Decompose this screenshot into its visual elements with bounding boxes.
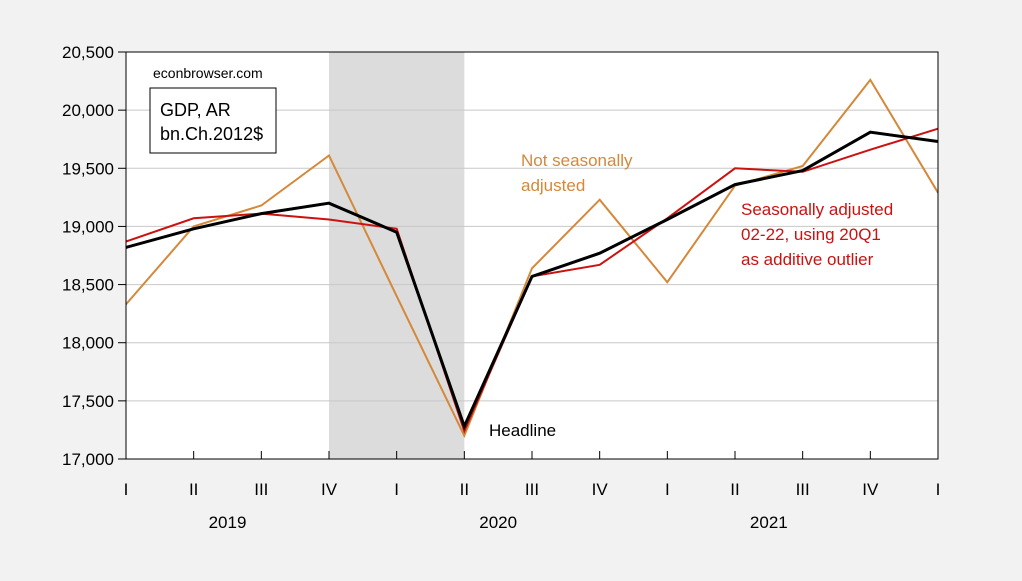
series-line-nsa — [125, 78, 939, 439]
y-tick-label: 20,500 — [62, 43, 114, 62]
y-tick-label: 17,500 — [62, 392, 114, 411]
units-line-2: bn.Ch.2012$ — [160, 124, 263, 144]
x-tick-label: III — [796, 480, 810, 499]
sa-label-line-2: 02-22, using 20Q1 — [741, 225, 881, 244]
x-tick-label: IV — [321, 480, 338, 499]
nsa-label-line-2: adjusted — [521, 176, 585, 195]
headline-label: Headline — [489, 421, 556, 440]
recession-shading — [329, 52, 465, 459]
y-tick-label: 19,500 — [62, 159, 114, 178]
gridlines — [126, 109, 938, 402]
x-tick-label: I — [124, 480, 129, 499]
series-line-headline — [125, 130, 939, 431]
year-label: 2020 — [479, 513, 517, 532]
y-tick-label: 18,500 — [62, 276, 114, 295]
year-label: 2021 — [750, 513, 788, 532]
units-box — [149, 87, 277, 154]
nsa-label-line-1: Not seasonally — [521, 151, 633, 170]
sa-label-line-3: as additive outlier — [741, 250, 874, 269]
y-tick-label: 20,000 — [62, 101, 114, 120]
x-tick-label: IV — [862, 480, 879, 499]
x-tick-label: IV — [592, 480, 609, 499]
units-line-1: GDP, AR — [160, 100, 231, 120]
source-label: econbrowser.com — [153, 65, 263, 81]
x-tick-label: II — [730, 480, 739, 499]
x-tick-label: I — [665, 480, 670, 499]
x-tick-label: III — [254, 480, 268, 499]
y-tick-label: 17,000 — [62, 450, 114, 469]
y-axis: 17,000 17,500 18,000 18,500 19,000 19,500 20,0… — [62, 43, 126, 469]
x-tick-label: I — [394, 480, 399, 499]
year-label: 2019 — [209, 513, 247, 532]
x-tick-label: II — [460, 480, 469, 499]
sa-label-line-1: Seasonally adjusted — [741, 200, 893, 219]
y-tick-label: 19,000 — [62, 217, 114, 236]
x-tick-label: II — [189, 480, 198, 499]
series-group — [125, 78, 939, 439]
x-tick-label: I — [936, 480, 941, 499]
y-tick-label: 18,000 — [62, 334, 114, 353]
x-tick-label: III — [525, 480, 539, 499]
